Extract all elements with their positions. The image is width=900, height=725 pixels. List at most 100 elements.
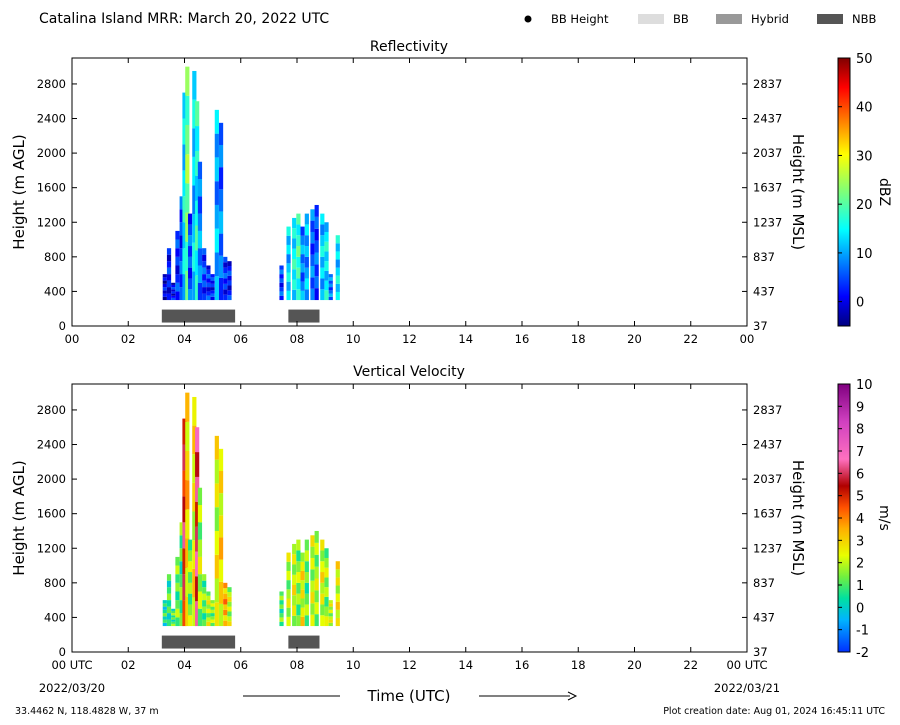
vertical-velocity-data-column [195, 576, 200, 602]
vertical-velocity-data-column [310, 569, 315, 581]
reflectivity-data-column [185, 241, 190, 271]
reflectivity-data-column [206, 278, 211, 283]
vertical-velocity-data-column [292, 554, 297, 565]
x-axis-arrow-head [567, 691, 578, 701]
vertical-velocity-data-column [227, 587, 232, 593]
vertical-velocity-data-column [185, 421, 190, 451]
vertical-velocity-data-column [223, 604, 228, 610]
vertical-velocity-x-tick-label: 02 [121, 658, 136, 672]
vertical-velocity-y-tick-label: 1200 [37, 541, 66, 555]
vertical-velocity-data-column [320, 550, 325, 562]
vertical-velocity-data-column [310, 614, 315, 627]
reflectivity-data-column [179, 248, 184, 262]
vertical-velocity-data-column [195, 476, 200, 502]
reflectivity-data-column [304, 235, 309, 247]
vertical-velocity-data-column [197, 574, 203, 592]
page-title: Catalina Island MRR: March 20, 2022 UTC [39, 11, 329, 27]
vertical-velocity-data-column [210, 603, 215, 607]
vertical-velocity-data-column [324, 567, 329, 578]
reflectivity-data-column [314, 252, 319, 265]
vertical-velocity-data-column [300, 570, 305, 581]
reflectivity-data-column [292, 238, 297, 249]
reflectivity-data-column [206, 274, 211, 279]
reflectivity-colorbar-tick-label: 0 [856, 296, 864, 311]
reflectivity-data-column [175, 274, 180, 283]
vertical-velocity-data-column [320, 561, 325, 573]
vertical-velocity-data-column [320, 582, 325, 594]
reflectivity-data-column [162, 290, 167, 294]
vertical-velocity-data-column [195, 427, 200, 453]
vertical-velocity-nbb-bars [161, 635, 320, 649]
vertical-velocity-data-column [185, 451, 190, 481]
reflectivity-data-column [314, 240, 319, 253]
reflectivity-data-column [185, 212, 190, 242]
reflectivity-data-column [214, 276, 219, 301]
vertical-velocity-data-column [300, 616, 305, 627]
reflectivity-y2-axis-label: Height (m MSL) [789, 134, 807, 250]
reflectivity-data-column [202, 254, 207, 262]
reflectivity-data-column [335, 267, 340, 276]
vertical-velocity-data-column [335, 577, 340, 586]
reflectivity-panel: Reflectivity 00 02 04 06 08 10 12 14 16 18 20 22 000… [10, 39, 892, 346]
reflectivity-data-column [300, 281, 305, 291]
reflectivity-data-column [300, 235, 305, 245]
reflectivity-data-column [192, 156, 197, 186]
vertical-velocity-data-column [182, 444, 187, 471]
vertical-velocity-data-column [185, 596, 190, 627]
reflectivity-data-column [328, 293, 333, 297]
reflectivity-data-column [214, 133, 219, 158]
vertical-velocity-data-column [310, 603, 315, 615]
reflectivity-data-column [314, 276, 319, 289]
reflectivity-colorbar-tick-label: 50 [856, 52, 873, 67]
reflectivity-data-column [175, 291, 180, 301]
reflectivity-colorbar-tick-label: 10 [856, 247, 873, 262]
vertical-velocity-data-column [292, 605, 297, 616]
reflectivity-data-column [300, 272, 305, 282]
vertical-velocity-data-column [304, 539, 309, 551]
vertical-velocity-data-column [320, 593, 325, 605]
reflectivity-data-column [286, 254, 291, 264]
vertical-velocity-data-column [185, 538, 190, 568]
vertical-velocity-colorbar-tick-label: 6 [856, 467, 864, 482]
reflectivity-data-column [300, 244, 305, 255]
vertical-velocity-data-column [314, 578, 319, 591]
vertical-velocity-data-column [214, 435, 219, 460]
reflectivity-data-column [166, 287, 172, 294]
reflectivity-data-column [206, 287, 211, 292]
reflectivity-y-axis-label: Height (m AGL) [10, 134, 28, 249]
vertical-velocity-data-column [192, 482, 197, 512]
reflectivity-data-column [324, 231, 329, 242]
reflectivity-data-column [171, 293, 176, 296]
reflectivity-data-column [335, 283, 340, 292]
reflectivity-data-column [304, 246, 309, 257]
vertical-velocity-data-column [210, 600, 215, 604]
vertical-velocity-data-column [179, 587, 184, 601]
reflectivity-x-tick-label: 12 [402, 332, 417, 346]
reflectivity-data-column [197, 179, 203, 197]
vertical-velocity-data-column [171, 619, 176, 622]
reflectivity-data-column [175, 230, 180, 240]
reflectivity-data-column [320, 267, 325, 279]
vertical-velocity-data-column [206, 595, 211, 601]
reflectivity-data-column [171, 291, 176, 294]
reflectivity-data-column [223, 278, 228, 284]
vertical-velocity-colorbar-tick-label: 4 [856, 512, 864, 527]
vertical-velocity-y2-tick-label: 37 [753, 645, 768, 659]
reflectivity-data-column [214, 252, 219, 277]
vertical-velocity-data-column [320, 572, 325, 583]
vertical-velocity-data-column [179, 522, 184, 536]
vertical-velocity-data-column [218, 537, 224, 560]
vertical-velocity-data-column [324, 548, 329, 558]
reflectivity-data-column [320, 224, 325, 236]
reflectivity-data-column [210, 274, 215, 278]
vertical-velocity-data-column [314, 542, 319, 555]
vertical-velocity-data-column [314, 554, 319, 567]
reflectivity-colorbar-tick-label: 20 [856, 198, 873, 213]
vertical-velocity-data-column [218, 559, 224, 582]
vertical-velocity-data-column [185, 480, 190, 510]
reflectivity-data-column [166, 267, 172, 275]
reflectivity-data-column [292, 279, 297, 290]
creation-date-label: Plot creation date: Aug 01, 2024 16:45:1… [663, 706, 885, 717]
vertical-velocity-data-column [227, 611, 232, 617]
reflectivity-y2-tick-label: 2437 [753, 112, 782, 126]
